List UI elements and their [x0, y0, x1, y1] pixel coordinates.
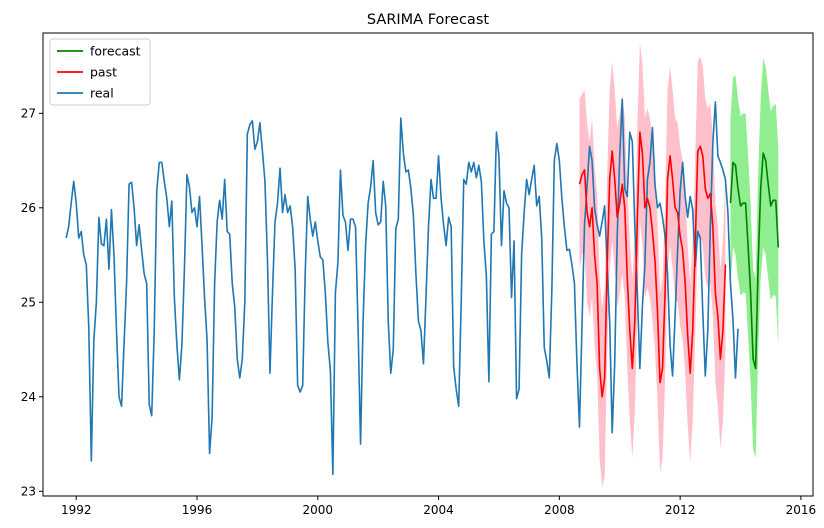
chart-title: SARIMA Forecast [367, 12, 489, 28]
legend-label-past: past [90, 65, 117, 80]
y-tick-label: 23 [21, 484, 36, 498]
y-tick-label: 25 [21, 295, 36, 309]
plot-frame [42, 32, 814, 497]
legend: forecast past real [49, 38, 151, 106]
x-tick-label: 1992 [61, 503, 92, 517]
real-series-line [65, 98, 739, 476]
x-tick-label: 2012 [665, 503, 696, 517]
x-tick-label: 2008 [544, 503, 575, 517]
past-series-line [578, 131, 727, 398]
legend-box [49, 38, 151, 106]
past-confidence-band [579, 42, 726, 487]
confidence-bands [579, 42, 779, 487]
x-tick-label: 2000 [303, 503, 334, 517]
forecast-series-line [729, 152, 780, 370]
legend-label-real: real [90, 86, 114, 101]
x-tick-label: 2016 [786, 503, 817, 517]
x-tick-label: 1996 [182, 503, 213, 517]
y-axis: 23 24 25 26 27 [21, 106, 43, 498]
y-tick-label: 24 [21, 390, 36, 404]
legend-label-forecast: forecast [90, 44, 141, 59]
series-lines [65, 98, 780, 476]
x-axis: 1992 1996 2000 2004 2008 2012 2016 [61, 496, 816, 517]
x-tick-label: 2004 [423, 503, 454, 517]
y-tick-label: 26 [21, 201, 36, 215]
y-tick-label: 27 [21, 106, 36, 120]
forecast-confidence-band [730, 58, 779, 459]
